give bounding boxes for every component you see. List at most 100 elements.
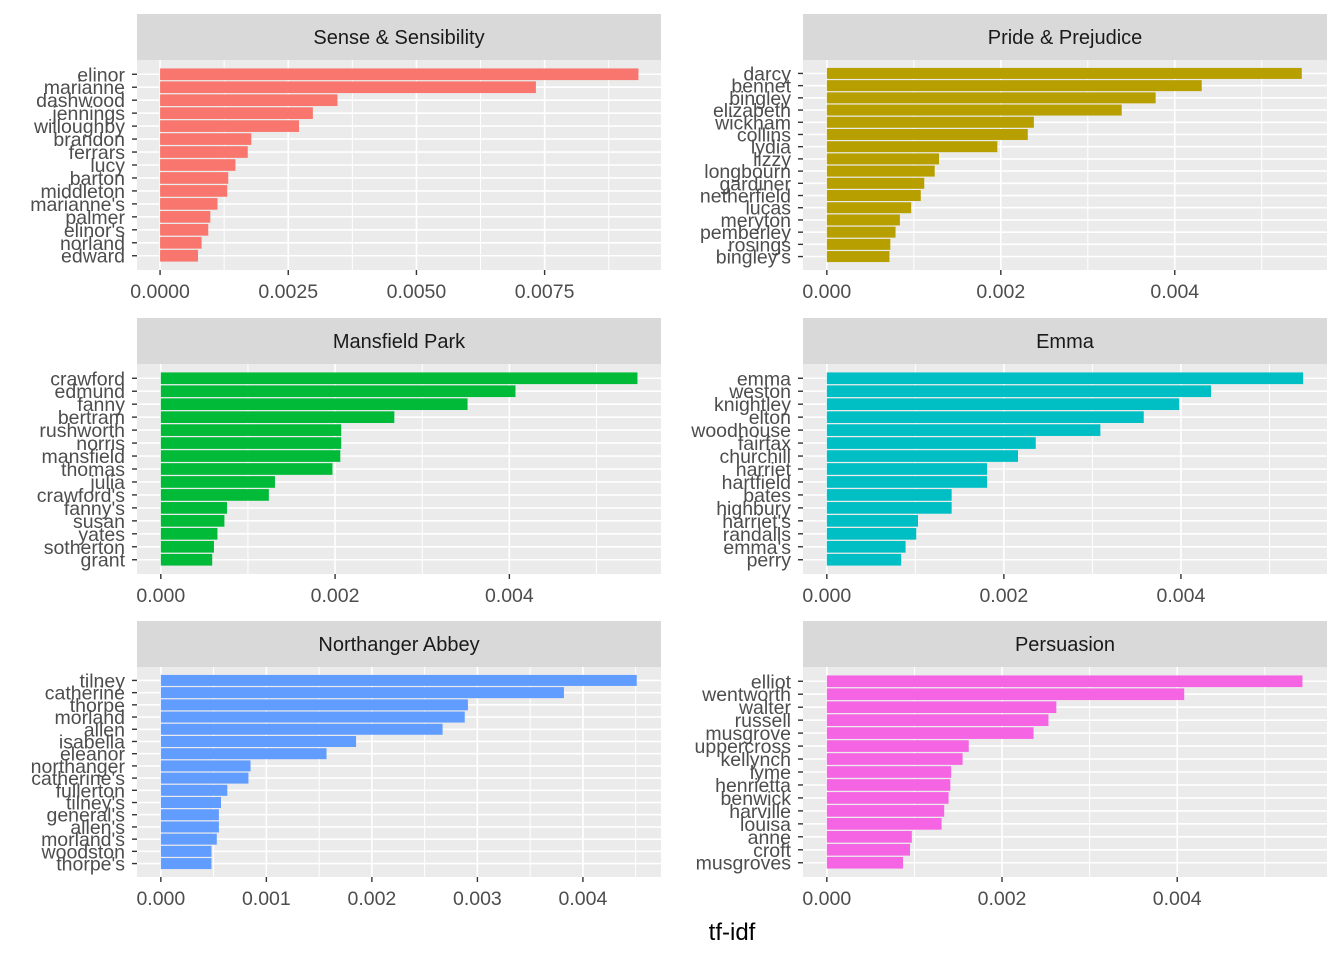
facet-strip: [803, 14, 1327, 60]
x-tick-label: 0.004: [1150, 281, 1199, 303]
x-tick-label: 0.004: [559, 888, 608, 910]
bar: [160, 385, 516, 398]
bar: [826, 226, 896, 238]
y-tick-label: elizabeth: [713, 100, 791, 122]
y-tick-label: norris: [76, 433, 125, 455]
facet-title: Mansfield Park: [333, 331, 466, 353]
x-tick-label: 0.002: [311, 585, 360, 607]
bar: [160, 674, 637, 686]
facet-panel: Sense & Sensibility 0.0000 0.0025 0.0050 0.0…: [30, 14, 661, 303]
x-tick-label: 0.001: [242, 888, 291, 910]
bar: [160, 411, 395, 423]
bar: [160, 772, 249, 784]
y-tick-label: gardiner: [719, 173, 791, 195]
y-tick-label: perry: [747, 550, 792, 572]
bar: [160, 502, 228, 514]
y-tick-label: thomas: [61, 459, 125, 481]
x-tick-label: 0.002: [347, 888, 396, 910]
y-tick-label: highbury: [716, 498, 791, 520]
y-tick-label: russell: [735, 710, 791, 732]
bar: [160, 711, 465, 723]
y-tick-label: edward: [61, 246, 125, 268]
bar: [826, 190, 921, 202]
y-tick-label: fanny's: [64, 498, 125, 520]
y-tick-label: norland: [60, 233, 125, 255]
y-tick-label: harville: [729, 801, 791, 823]
bar: [160, 845, 212, 857]
bar: [826, 502, 952, 514]
bar: [826, 553, 902, 566]
facet-strip: [137, 621, 661, 667]
y-tick-label: marianne: [44, 77, 125, 99]
bar: [826, 714, 1049, 726]
y-tick-label: musgrove: [705, 723, 791, 745]
y-tick-label: randalls: [723, 524, 792, 546]
bar: [160, 699, 468, 711]
bar: [826, 766, 952, 778]
y-tick-label: rushworth: [39, 420, 125, 442]
bar: [826, 153, 940, 165]
y-tick-label: allen's: [70, 817, 125, 839]
bar: [160, 489, 269, 501]
y-tick-label: palmer: [65, 207, 125, 229]
y-tick-label: elinor: [77, 64, 125, 86]
bar: [826, 202, 912, 214]
bar: [160, 249, 199, 262]
x-tick-label: 0.004: [1157, 585, 1206, 607]
y-tick-label: woodhouse: [690, 420, 791, 442]
y-tick-label: lucas: [745, 198, 791, 220]
bar: [160, 687, 564, 699]
y-tick-label: thorpe's: [56, 854, 125, 876]
y-tick-label: longbourn: [704, 161, 791, 183]
bar: [826, 251, 890, 263]
y-tick-label: tilney: [79, 670, 125, 692]
y-tick-label: churchill: [719, 446, 791, 468]
y-tick-label: louisa: [740, 814, 791, 836]
bar: [160, 515, 225, 527]
bar: [160, 424, 342, 436]
y-tick-label: bennet: [731, 76, 791, 98]
y-tick-label: woodston: [41, 841, 125, 863]
bar: [826, 856, 904, 869]
y-tick-label: fullerton: [56, 780, 125, 802]
bar: [826, 540, 906, 553]
facet-title: Northanger Abbey: [318, 634, 479, 656]
bar: [160, 159, 236, 171]
bar: [826, 740, 969, 752]
y-tick-label: emma's: [723, 537, 791, 559]
bar: [826, 398, 1180, 411]
x-tick-label: 0.000: [136, 888, 185, 910]
bar: [826, 450, 1019, 462]
facet-panel: Mansfield Park 0.000 0.002 0.004 crawfordedm…: [37, 318, 661, 607]
bar: [160, 450, 341, 462]
bar: [160, 185, 228, 197]
bar: [160, 723, 443, 735]
bar: [160, 735, 357, 747]
bar: [160, 858, 212, 870]
facet-panels: Sense & Sensibility 0.0000 0.0025 0.0050 0.0…: [30, 14, 1327, 910]
x-tick-label: 0.002: [976, 281, 1025, 303]
bar: [160, 760, 251, 772]
y-tick-label: bates: [743, 485, 791, 507]
facet-strip: [803, 318, 1327, 364]
y-tick-label: hartfield: [722, 472, 791, 494]
bar: [826, 476, 988, 488]
y-tick-label: brandon: [53, 129, 125, 151]
x-tick-label: 0.004: [1153, 888, 1202, 910]
y-tick-label: wentworth: [701, 684, 791, 706]
bar: [160, 809, 219, 821]
bar: [160, 81, 536, 94]
bar: [160, 527, 218, 540]
y-tick-label: northanger: [31, 756, 126, 778]
x-tick-label: 0.0000: [130, 281, 190, 303]
bar: [826, 165, 935, 177]
y-tick-label: fanny: [77, 394, 125, 416]
y-tick-label: isabella: [59, 731, 125, 753]
bar: [826, 779, 951, 791]
bar: [826, 792, 949, 804]
y-tick-label: meryton: [721, 210, 791, 232]
bar: [160, 463, 333, 475]
bar: [160, 146, 248, 158]
bar: [160, 172, 229, 184]
y-tick-label: fairfax: [738, 433, 791, 455]
